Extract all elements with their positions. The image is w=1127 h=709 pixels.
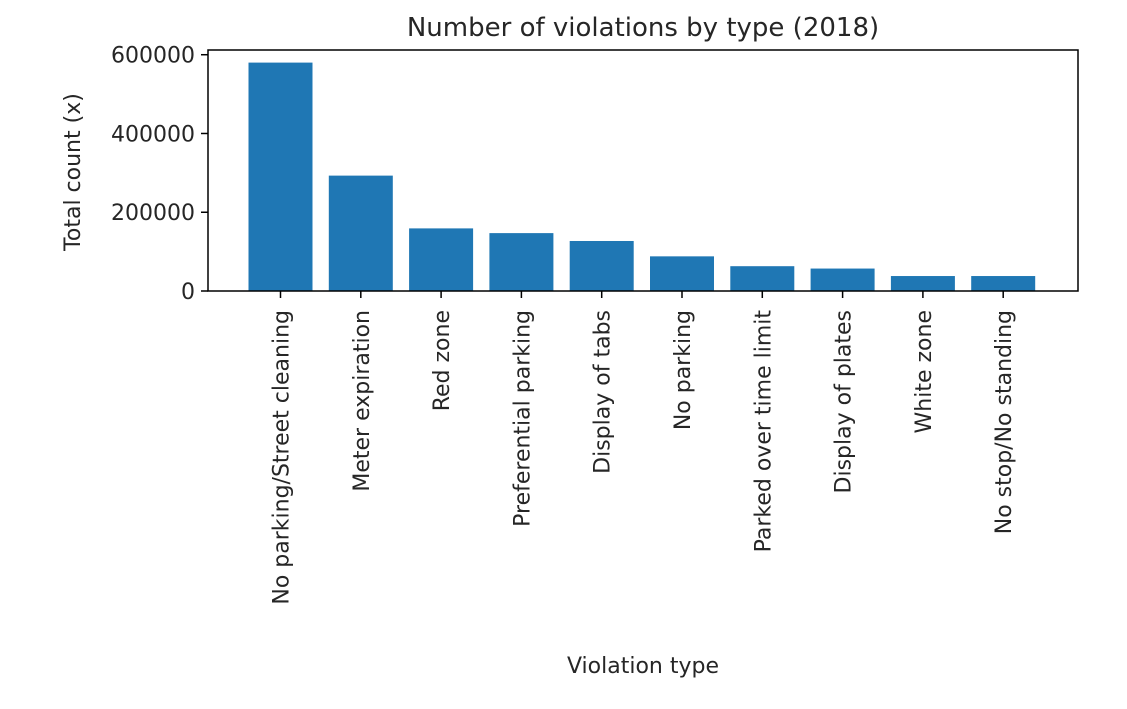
bar [650,256,714,291]
y-tick-label: 600000 [111,44,195,69]
x-axis-ticks: No parking/Street cleaning Meter expirati… [270,291,1017,605]
x-tick-label: No stop/No standing [992,310,1017,534]
y-axis-ticks: 0 200000 400000 600000 [111,44,208,305]
x-axis-label: Violation type [567,654,719,679]
x-tick-label: Display of plates [832,310,857,493]
bar [971,276,1036,291]
bar [810,268,875,291]
x-tick-label: White zone [912,310,937,433]
x-tick-label: Display of tabs [591,310,616,474]
bar [890,276,955,291]
x-tick-label: Preferential parking [510,310,535,527]
x-tick-label: Parked over time limit [751,310,776,553]
x-tick-label: Red zone [430,310,455,411]
y-axis-label: Total count (x) [61,93,86,252]
plot-frame [207,49,1079,292]
bar [328,175,393,291]
y-tick-label: 400000 [111,122,195,147]
bar [569,240,634,291]
bar [730,266,795,291]
y-tick-label: 0 [181,280,195,305]
bar [489,233,554,291]
x-tick-label: No parking/Street cleaning [270,310,295,605]
bar [409,228,474,291]
bar [248,62,313,292]
bars-group [248,62,1036,292]
chart-title: Number of violations by type (2018) [407,13,879,43]
y-tick-label: 200000 [111,201,195,226]
x-tick-label: No parking [671,310,696,430]
x-tick-label: Meter expiration [350,310,375,492]
